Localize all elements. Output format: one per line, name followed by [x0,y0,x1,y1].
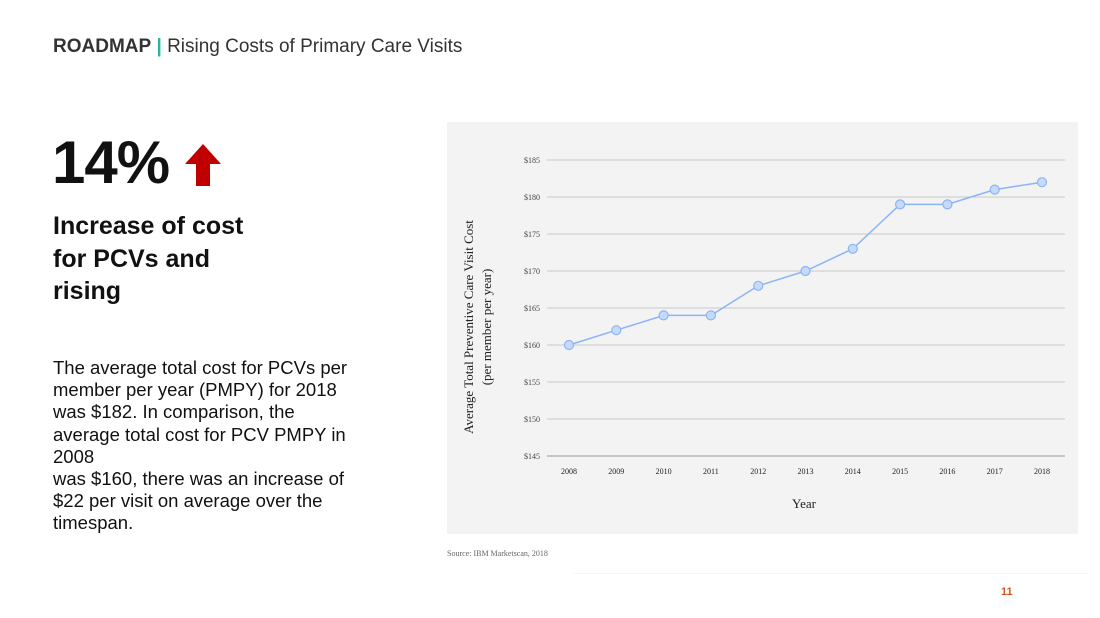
body-line: member per year (PMPY) for 2018 [53,379,337,401]
body-line: was $160, there was an increase of [53,467,345,489]
cost-line-chart: $145 $150 $155 $160 $165 $170 $175 $180 $185 200… [461,156,1065,511]
page-number: 11 [1001,586,1013,598]
y-tick-label: $165 [524,304,540,313]
subtitle-line: rising [53,277,122,305]
y-tick-label: $180 [524,193,540,202]
data-point [658,310,669,321]
header-separator: | [156,36,162,57]
arrow-up-icon [185,143,222,186]
stat-value: 14% [52,129,170,196]
body-line: timespan. [53,512,134,534]
y-tick-label: $155 [524,378,540,387]
series-line [568,181,1043,346]
x-tick-label: 2016 [939,467,955,476]
x-tick-label: 2017 [987,467,1003,476]
section-label: ROADMAP [53,36,152,57]
body-line: $22 per visit on average over the [53,490,323,512]
y-tick-label: $150 [524,415,540,424]
subtitle-line: for PCVs and [53,244,210,273]
x-tick-label: 2008 [561,467,577,476]
data-point [800,265,811,277]
slide-header: ROADMAP | Rising Costs of Primary Care V… [53,36,462,58]
stat-block: 14% [52,128,223,197]
x-tick-label: 2018 [1034,467,1050,476]
x-tick-label: 2012 [750,467,766,476]
chart-panel: $145 $150 $155 $160 $165 $170 $175 $180 $185 200… [447,122,1078,534]
x-tick-label: 2010 [656,467,672,476]
body-text: The average total cost for PCVs per memb… [53,357,403,535]
y-tick-label: $160 [524,341,540,350]
x-axis-label: Year [792,496,817,511]
slide-title: Rising Costs of Primary Care Visits [167,36,463,57]
y-tick-label: $145 [524,452,540,461]
subtitle-line: Increase of cost [53,212,244,240]
body-line: 2008 [53,445,95,467]
body-line: was $182. In comparison, the [53,401,295,423]
data-point [753,280,764,291]
y-axis-label: (per member per year) [479,269,494,386]
y-axis-label: Average Total Preventive Care Visit Cost [461,220,476,434]
source-note: Source: IBM Marketscan, 2018 [447,549,548,558]
body-line: average total cost for PCV PMPY in [53,423,346,445]
x-tick-label: 2015 [892,467,908,476]
x-tick-label: 2013 [798,467,814,476]
x-tick-label: 2011 [703,467,719,476]
y-tick-label: $170 [524,267,540,276]
x-tick-label: 2009 [608,467,624,476]
data-point [1036,177,1048,188]
data-point [563,339,575,351]
data-point [895,199,906,210]
x-tick-label: 2014 [845,467,861,476]
data-point [705,310,716,321]
data-point [611,325,622,336]
stat-subtitle: Increase of cost for PCVs and rising [53,210,313,308]
data-point [989,184,1000,195]
body-line: The average total cost for PCVs per [53,357,348,378]
y-tick-label: $175 [524,230,540,239]
data-point [942,199,953,210]
data-point [847,243,858,254]
y-tick-label: $185 [524,156,540,165]
footer-divider [574,573,1088,574]
